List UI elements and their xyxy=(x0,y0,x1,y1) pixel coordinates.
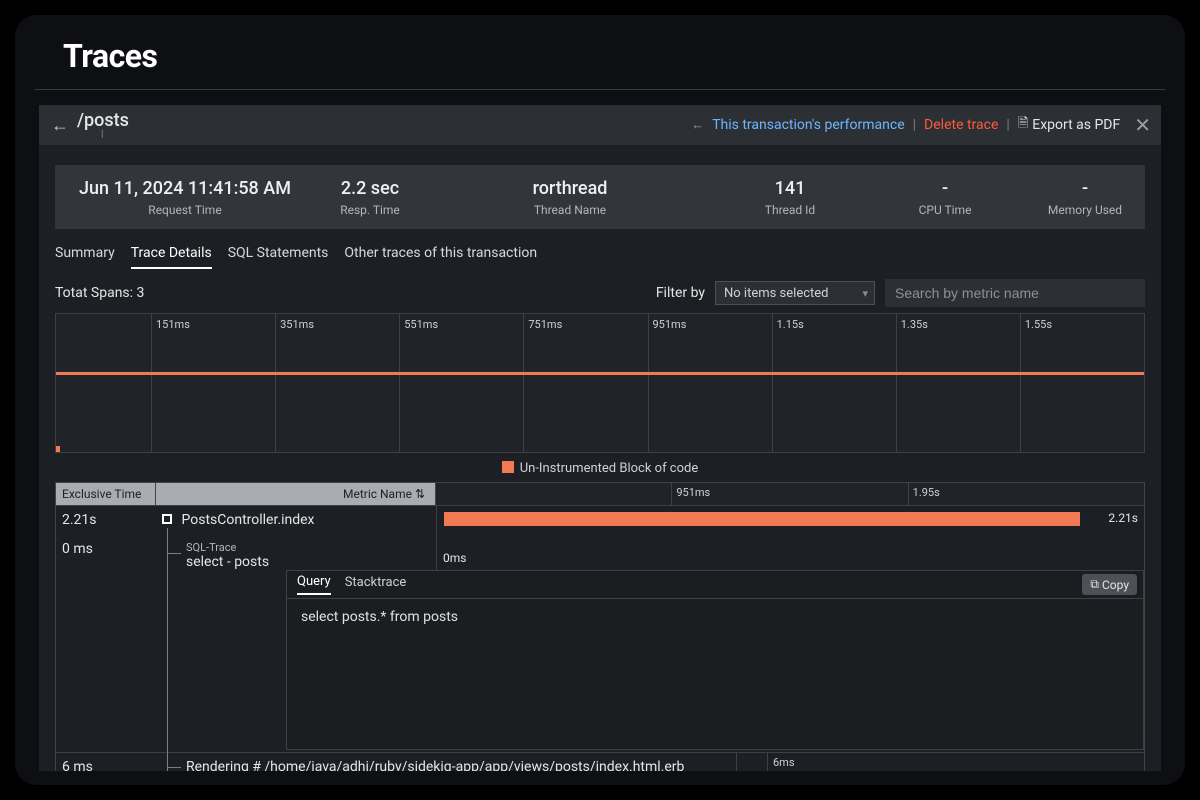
grid-line xyxy=(767,753,768,771)
tab-trace-details[interactable]: Trace Details xyxy=(131,245,212,269)
header-tick: 951ms xyxy=(671,483,907,505)
separator: | xyxy=(1006,117,1009,133)
copy-button[interactable]: ⧉ Copy xyxy=(1082,574,1137,595)
metric-name: select - posts xyxy=(186,554,436,570)
span-bar-label: 0ms xyxy=(443,551,466,565)
trace-panel: ← /posts | ← This transaction's performa… xyxy=(39,105,1161,771)
timeline-tick: 151ms xyxy=(156,318,190,331)
route-path: /posts xyxy=(77,110,129,131)
filter-select-value: No items selected xyxy=(724,286,829,301)
stat-thread-name: rorthread Thread Name xyxy=(435,178,705,217)
stat-label: Thread Name xyxy=(435,203,705,217)
query-panel-tabs: Query Stacktrace ⧉ Copy xyxy=(287,571,1143,599)
stat-label: CPU Time xyxy=(875,203,1015,217)
exclusive-time-value: 0 ms xyxy=(56,535,156,570)
stat-value: - xyxy=(875,178,1015,199)
separator: | xyxy=(913,117,916,133)
top-actions: ← This transaction's performance | Delet… xyxy=(691,113,1151,137)
legend-swatch xyxy=(502,461,514,473)
span-bar-label: 6ms xyxy=(773,756,795,769)
export-pdf-label: Export as PDF xyxy=(1032,117,1120,133)
span-row-render[interactable]: 6 ms Rendering # /home/java/adhi/ruby/si… xyxy=(56,752,1144,771)
stat-value: 2.2 sec xyxy=(305,178,435,199)
query-text: select posts.* from posts xyxy=(287,599,1143,749)
detail-tabs: Summary Trace Details SQL Statements Oth… xyxy=(39,229,1161,269)
total-spans-label: Totat Spans: 3 xyxy=(55,285,646,301)
tab-query[interactable]: Query xyxy=(297,574,331,595)
timeline-tick: 751ms xyxy=(528,318,562,331)
span-row-root[interactable]: 2.21s PostsController.index 2.21s xyxy=(56,505,1144,535)
span-row-sql[interactable]: 0 ms SQL-Trace select - posts 0ms xyxy=(56,535,1144,570)
stat-cpu-time: - CPU Time xyxy=(875,178,1015,217)
timeline-tick: 351ms xyxy=(280,318,314,331)
exclusive-time-value: 2.21s xyxy=(56,506,156,535)
stat-value: - xyxy=(1015,178,1145,199)
stat-label: Request Time xyxy=(65,203,305,217)
stat-value: rorthread xyxy=(435,178,705,199)
tab-other-traces[interactable]: Other traces of this transaction xyxy=(344,245,537,269)
transaction-perf-link[interactable]: This transaction's performance xyxy=(712,117,904,133)
stat-label: Memory Used xyxy=(1015,203,1145,217)
span-subtype: SQL-Trace xyxy=(186,541,436,554)
query-panel: Query Stacktrace ⧉ Copy select posts.* f… xyxy=(286,570,1144,750)
span-table-header: Exclusive Time Metric Name ⇅ 951ms 1.95s xyxy=(56,483,1144,505)
filter-select[interactable]: No items selected xyxy=(715,281,875,305)
copy-label: Copy xyxy=(1102,578,1129,592)
collapse-toggle-icon[interactable] xyxy=(162,514,172,524)
delete-trace-link[interactable]: Delete trace xyxy=(924,117,998,133)
span-detail-row: Query Stacktrace ⧉ Copy select posts.* f… xyxy=(56,570,1144,752)
tree-line xyxy=(167,767,181,768)
span-bar-label: 2.21s xyxy=(1108,511,1138,525)
timeline-tick: 1.35s xyxy=(901,318,928,331)
stat-value: Jun 11, 2024 11:41:58 AM xyxy=(65,178,305,199)
stat-label: Thread Id xyxy=(705,203,875,217)
search-input[interactable] xyxy=(885,279,1145,307)
timeline-start-tick xyxy=(56,446,60,452)
document-icon: 🗎 xyxy=(1018,114,1028,136)
exclusive-time-value: 6 ms xyxy=(56,753,156,771)
span-table: Exclusive Time Metric Name ⇅ 951ms 1.95s… xyxy=(55,482,1145,771)
tab-stacktrace[interactable]: Stacktrace xyxy=(345,575,407,594)
stat-memory-used: - Memory Used xyxy=(1015,178,1145,217)
metric-name: Rendering # /home/java/adhi/ruby/sidekiq… xyxy=(156,759,736,771)
mini-back-icon: ← xyxy=(691,117,704,133)
legend: Un-Instrumented Block of code xyxy=(39,453,1161,482)
filter-label: Filter by xyxy=(656,285,705,301)
timeline-tick: 1.55s xyxy=(1025,318,1052,331)
route-sub: | xyxy=(101,129,103,140)
copy-icon: ⧉ xyxy=(1090,577,1099,592)
col-exclusive-time[interactable]: Exclusive Time xyxy=(56,483,156,505)
col-timeline: 951ms 1.95s xyxy=(436,483,1144,505)
legend-label: Un-Instrumented Block of code xyxy=(520,461,699,476)
timeline-tick: 951ms xyxy=(653,318,687,331)
filter-row: Totat Spans: 3 Filter by No items select… xyxy=(39,269,1161,313)
tab-sql-statements[interactable]: SQL Statements xyxy=(228,245,329,269)
stat-request-time: Jun 11, 2024 11:41:58 AM Request Time xyxy=(65,178,305,217)
timeline-tick: 1.15s xyxy=(777,318,804,331)
header-tick: 1.95s xyxy=(908,483,1144,505)
timeline[interactable]: 151ms 351ms 551ms 751ms 951ms 1.15s 1.35… xyxy=(55,313,1145,453)
metric-name: PostsController.index xyxy=(181,512,314,528)
tree-line xyxy=(167,553,181,554)
divider xyxy=(35,89,1165,90)
stat-thread-id: 141 Thread Id xyxy=(705,178,875,217)
close-icon[interactable]: ✕ xyxy=(1134,113,1151,137)
topbar: ← /posts | ← This transaction's performa… xyxy=(39,105,1161,145)
timeline-bar xyxy=(56,372,1144,375)
span-bar xyxy=(444,512,1080,526)
back-button[interactable]: ← xyxy=(45,115,75,136)
col-metric-name[interactable]: Metric Name ⇅ xyxy=(156,483,436,505)
stat-value: 141 xyxy=(705,178,875,199)
stat-resp-time: 2.2 sec Resp. Time xyxy=(305,178,435,217)
stats-strip: Jun 11, 2024 11:41:58 AM Request Time 2.… xyxy=(55,165,1145,229)
page-title: Traces xyxy=(15,15,1185,89)
tab-summary[interactable]: Summary xyxy=(55,245,115,269)
timeline-tick: 551ms xyxy=(404,318,438,331)
stat-label: Resp. Time xyxy=(305,203,435,217)
export-pdf-button[interactable]: 🗎 Export as PDF xyxy=(1018,114,1120,136)
timeline-grid: 151ms 351ms 551ms 751ms 951ms 1.15s 1.35… xyxy=(56,314,1144,452)
